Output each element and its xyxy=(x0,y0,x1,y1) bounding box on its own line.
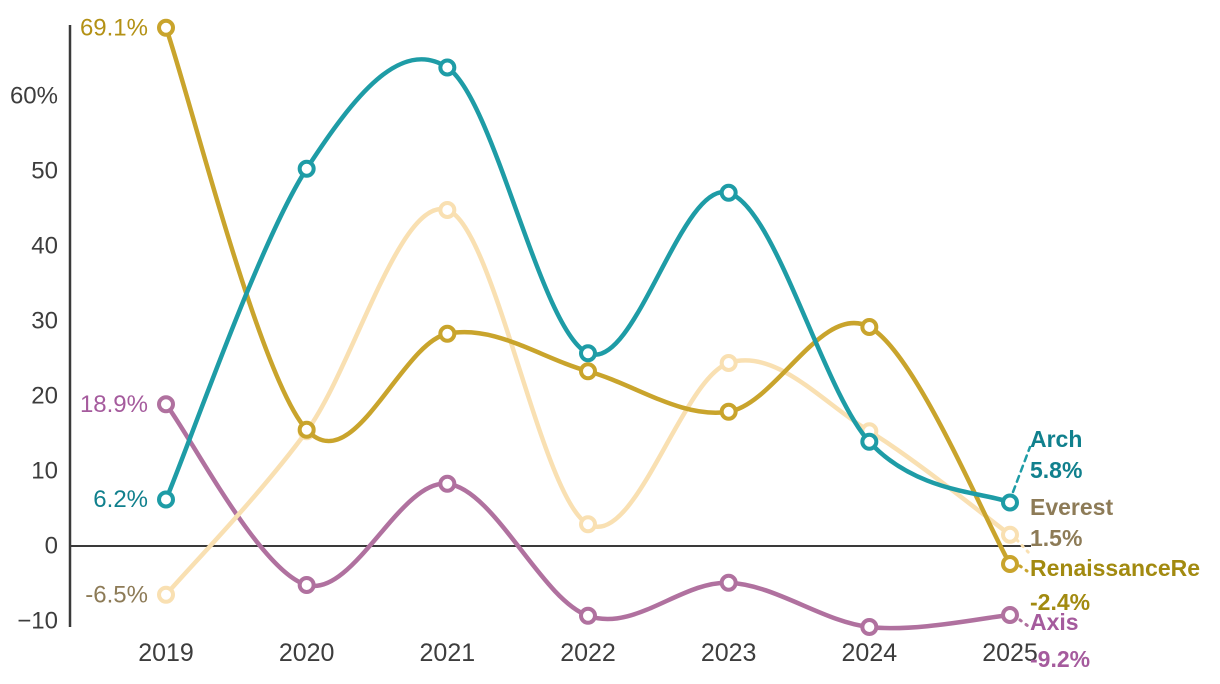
leader-line-everest xyxy=(1015,538,1031,555)
y-tick-label: 0 xyxy=(45,533,58,560)
series-start-value-everest: -6.5% xyxy=(85,581,148,608)
data-point-arch-2021 xyxy=(438,58,457,77)
legend-name-everest: Everest xyxy=(1030,494,1113,520)
data-point-renaissancere-2024 xyxy=(860,318,879,336)
data-point-axis-2024 xyxy=(860,618,879,636)
leader-line-renaissancere xyxy=(1018,564,1029,573)
y-tick-label: 50 xyxy=(31,158,58,185)
y-tick-label: 20 xyxy=(31,383,58,410)
data-point-arch-2020 xyxy=(297,159,316,178)
data-point-renaissancere-2022 xyxy=(579,362,597,381)
data-point-renaissancere-2019 xyxy=(157,18,175,37)
legend-value-arch: 5.8% xyxy=(1030,457,1082,483)
series-start-value-arch: 6.2% xyxy=(93,486,148,513)
data-point-arch-2023 xyxy=(719,183,738,202)
series-start-value-axis: 18.9% xyxy=(80,391,148,418)
legend-name-renaissancere: RenaissanceRe xyxy=(1030,555,1200,581)
data-point-axis-2023 xyxy=(719,573,738,592)
series-line-arch xyxy=(163,57,1013,505)
x-tick-label: 2019 xyxy=(138,639,194,667)
data-point-everest-2025 xyxy=(1001,525,1019,544)
data-point-everest-2023 xyxy=(719,354,738,372)
data-point-arch-2022 xyxy=(579,344,597,363)
data-point-axis-2020 xyxy=(297,576,316,594)
legend-name-axis: Axis xyxy=(1030,609,1079,635)
series-line-everest xyxy=(163,206,1013,597)
data-point-renaissancere-2020 xyxy=(297,420,316,439)
y-tick-label: 30 xyxy=(31,308,58,335)
data-point-renaissancere-2023 xyxy=(719,402,738,421)
leader-line-arch xyxy=(1011,445,1032,494)
data-point-arch-2025 xyxy=(1001,493,1019,512)
y-tick-label: −10 xyxy=(17,608,58,635)
data-point-axis-2021 xyxy=(438,474,457,493)
data-point-everest-2021 xyxy=(438,201,457,219)
data-point-axis-2019 xyxy=(157,395,175,414)
x-tick-label: 2022 xyxy=(560,639,616,667)
y-tick-label: 10 xyxy=(31,458,58,485)
x-tick-label: 2025 xyxy=(982,639,1038,667)
series-line-axis xyxy=(163,402,1013,631)
legend-value-everest: 1.5% xyxy=(1030,525,1082,551)
data-point-everest-2022 xyxy=(579,515,597,534)
leader-line-axis xyxy=(1018,618,1030,628)
x-tick-label: 2023 xyxy=(701,639,757,667)
x-tick-label: 2020 xyxy=(279,639,335,667)
series-line-renaissancere xyxy=(163,25,1013,567)
data-point-axis-2025 xyxy=(1001,606,1019,624)
x-tick-label: 2021 xyxy=(420,639,476,667)
data-point-axis-2022 xyxy=(579,606,597,625)
data-point-arch-2019 xyxy=(157,490,175,509)
data-point-arch-2024 xyxy=(860,432,879,451)
legend-name-arch: Arch xyxy=(1030,426,1082,452)
data-point-renaissancere-2021 xyxy=(438,324,457,343)
series-start-value-renaissancere: 69.1% xyxy=(80,14,148,41)
y-tick-label: 60% xyxy=(10,83,58,110)
x-tick-label: 2024 xyxy=(842,639,898,667)
legend-value-axis: -9.2% xyxy=(1030,646,1090,672)
legend-value-renaissancere: -2.4% xyxy=(1030,589,1090,615)
data-point-renaissancere-2025 xyxy=(1001,555,1019,573)
data-point-everest-2019 xyxy=(157,585,175,604)
y-tick-label: 40 xyxy=(31,233,58,260)
